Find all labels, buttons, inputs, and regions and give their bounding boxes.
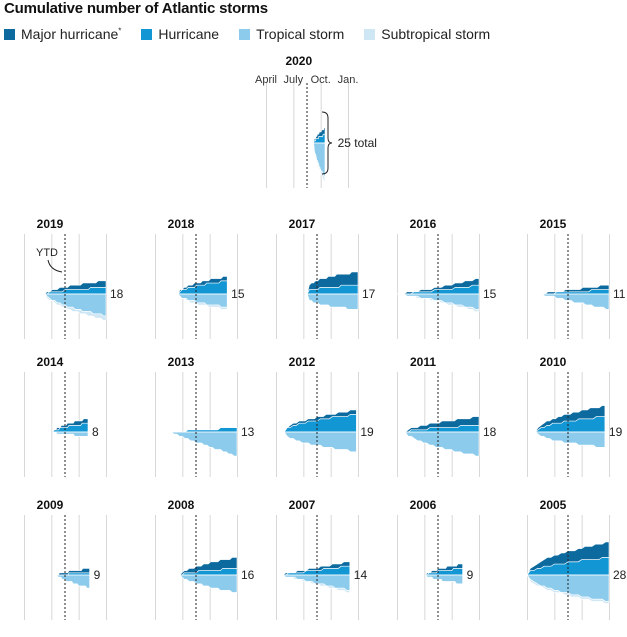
legend-swatch	[364, 28, 376, 40]
legend-item-subtropical-storm: Subtropical storm	[364, 26, 490, 42]
legend-label: Hurricane	[158, 26, 220, 42]
month-tick-label: Jan.	[338, 74, 359, 86]
total-label-y2005: 28	[613, 568, 627, 582]
total-label-y2015: 11	[613, 287, 626, 301]
legend-item-hurricane: Hurricane	[141, 26, 219, 42]
year-label-y2020: 2020	[285, 54, 312, 68]
tropical-storm-area-y2019	[43, 293, 107, 317]
major-hurricane-area-y2016	[397, 278, 480, 295]
subtropical-storm-area-y2005	[526, 574, 610, 604]
major-hurricane-area-y2005	[526, 541, 610, 576]
year-label-y2007: 2007	[289, 498, 316, 512]
year-label-y2012: 2012	[289, 355, 316, 369]
major-hurricane-area-y2020	[313, 127, 326, 144]
total-label-y2014: 8	[92, 425, 99, 439]
subtropical-storm-area-y2020	[313, 142, 326, 183]
ytd-arrow-icon	[47, 259, 63, 273]
total-label-y2006: 9	[467, 568, 474, 582]
legend-swatch	[239, 28, 251, 40]
total-label-y2019: 18	[110, 287, 124, 301]
tropical-storm-area-y2020	[313, 142, 326, 179]
major-hurricane-area-y2008	[178, 557, 238, 576]
total-label-y2012: 19	[360, 425, 374, 439]
tropical-storm-area-y2012	[283, 431, 357, 453]
subtropical-storm-area-y2011	[404, 431, 479, 457]
major-hurricane-area-y2010	[534, 405, 606, 433]
legend-label: Major hurricane*	[21, 26, 122, 42]
total-label-y2017: 17	[362, 287, 376, 301]
major-hurricane-area-y2018	[177, 276, 228, 295]
tropical-storm-area-y2010	[534, 431, 606, 448]
major-hurricane-area-y2007	[280, 561, 351, 576]
month-tick-label: Oct.	[311, 74, 331, 86]
total-label-y2013: 13	[241, 425, 255, 439]
legend-item-tropical-storm: Tropical storm	[239, 26, 344, 42]
major-hurricane-area-y2013	[171, 427, 237, 433]
major-hurricane-area-y2011	[404, 416, 480, 433]
legend-item-major-hurricane: Major hurricane*	[4, 26, 121, 42]
major-hurricane-area-y2015	[539, 284, 610, 295]
year-label-y2011: 2011	[410, 355, 436, 369]
subtropical-storm-area-y2009	[56, 574, 90, 589]
chart-title: Cumulative number of Atlantic storms	[4, 0, 268, 17]
subtropical-storm-area-y2014	[52, 431, 88, 437]
major-hurricane-area-y2012	[283, 409, 357, 433]
total-label-y2008: 16	[241, 568, 255, 582]
month-tick-label: April	[255, 74, 277, 86]
legend-swatch	[4, 28, 15, 40]
legend-label: Subtropical storm	[381, 26, 491, 42]
subtropical-storm-area-y2008	[179, 574, 237, 593]
subtropical-storm-area-y2015	[539, 293, 609, 310]
subtropical-storm-area-y2010	[535, 431, 605, 448]
month-tick-label: July	[284, 74, 304, 86]
legend-label: Tropical storm	[256, 26, 345, 42]
year-label-y2006: 2006	[410, 498, 437, 512]
year-label-y2008: 2008	[168, 498, 195, 512]
year-label-y2009: 2009	[37, 498, 64, 512]
year-label-y2005: 2005	[540, 498, 567, 512]
major-hurricane-area-y2017	[306, 271, 359, 295]
tropical-storm-area-y2008	[178, 574, 238, 593]
subtropical-storm-area-y2017	[306, 293, 358, 310]
total-label-y2020: 25 total	[338, 136, 377, 150]
legend: Major hurricane* Hurricane Tropical storm S…	[4, 26, 490, 42]
total-label-y2007: 14	[354, 568, 368, 582]
total-label-y2009: 9	[94, 568, 101, 582]
subtropical-storm-area-y2013	[171, 431, 237, 457]
subtropical-storm-area-y2007	[280, 574, 351, 593]
year-label-y2017: 2017	[289, 217, 316, 231]
legend-swatch	[141, 28, 153, 40]
year-label-y2014: 2014	[37, 355, 64, 369]
subtropical-storm-area-y2016	[397, 293, 480, 312]
year-label-y2018: 2018	[168, 217, 195, 231]
total-label-y2011: 18	[483, 425, 497, 439]
total-label-y2010: 19	[609, 425, 623, 439]
subtropical-storm-area-y2012	[283, 431, 357, 453]
tropical-storm-area-y2011	[404, 431, 480, 457]
tropical-storm-area-y2006	[425, 574, 463, 585]
year-label-y2010: 2010	[540, 355, 567, 369]
year-label-y2016: 2016	[410, 217, 437, 231]
subtropical-storm-area-y2018	[177, 293, 228, 310]
year-label-y2015: 2015	[540, 217, 567, 231]
total-label-y2016: 15	[483, 287, 497, 301]
total-label-y2018: 15	[231, 287, 245, 301]
year-label-y2019: 2019	[37, 217, 64, 231]
ytd-label: YTD	[36, 247, 58, 259]
year-label-y2013: 2013	[168, 355, 195, 369]
total-brace-icon	[321, 111, 333, 175]
